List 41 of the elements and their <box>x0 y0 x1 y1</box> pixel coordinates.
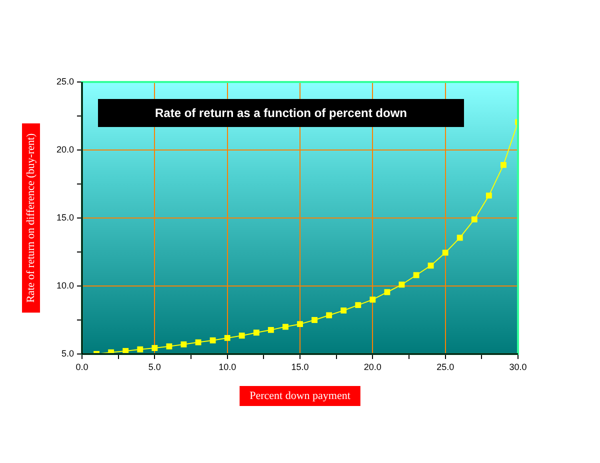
x-axis-title: Percent down payment <box>250 390 350 402</box>
point <box>355 302 362 308</box>
x-tick-label: 20.0 <box>364 362 382 372</box>
point <box>152 345 158 351</box>
point <box>413 272 420 278</box>
point <box>224 334 230 341</box>
x-tick-label: 5.0 <box>148 362 161 372</box>
y-tick-label: 20.0 <box>56 144 74 154</box>
x-tick-label: 15.0 <box>291 362 309 372</box>
point <box>370 296 376 303</box>
x-tick-label: 30.0 <box>509 362 527 372</box>
point <box>428 262 434 269</box>
point <box>486 192 492 199</box>
point <box>180 341 187 348</box>
x-tick-label: 10.0 <box>218 362 236 372</box>
point <box>297 321 303 328</box>
point <box>442 250 448 256</box>
point <box>340 308 347 314</box>
point <box>166 343 172 350</box>
y-axis-title: Rate of return on difference (buy-rent) <box>24 133 37 303</box>
y-tick-label: 5.0 <box>61 348 74 358</box>
point <box>326 312 332 318</box>
point <box>282 324 288 330</box>
point <box>210 337 216 344</box>
x-tick-label: 25.0 <box>436 362 454 372</box>
point <box>253 330 260 336</box>
point <box>195 339 202 346</box>
point <box>500 162 506 168</box>
y-tick-label: 15.0 <box>56 212 74 222</box>
x-tick-label: 0.0 <box>76 362 88 372</box>
text: Rate of return as a function of percent down <box>154 106 408 120</box>
y-tick-label: 10.0 <box>56 280 74 290</box>
point <box>238 332 245 339</box>
y-tick-label: 25.0 <box>56 76 74 86</box>
point <box>137 346 144 352</box>
point <box>471 216 478 222</box>
point <box>384 289 390 296</box>
point <box>268 326 274 333</box>
point <box>456 234 463 241</box>
point <box>398 282 405 288</box>
point <box>312 317 318 323</box>
